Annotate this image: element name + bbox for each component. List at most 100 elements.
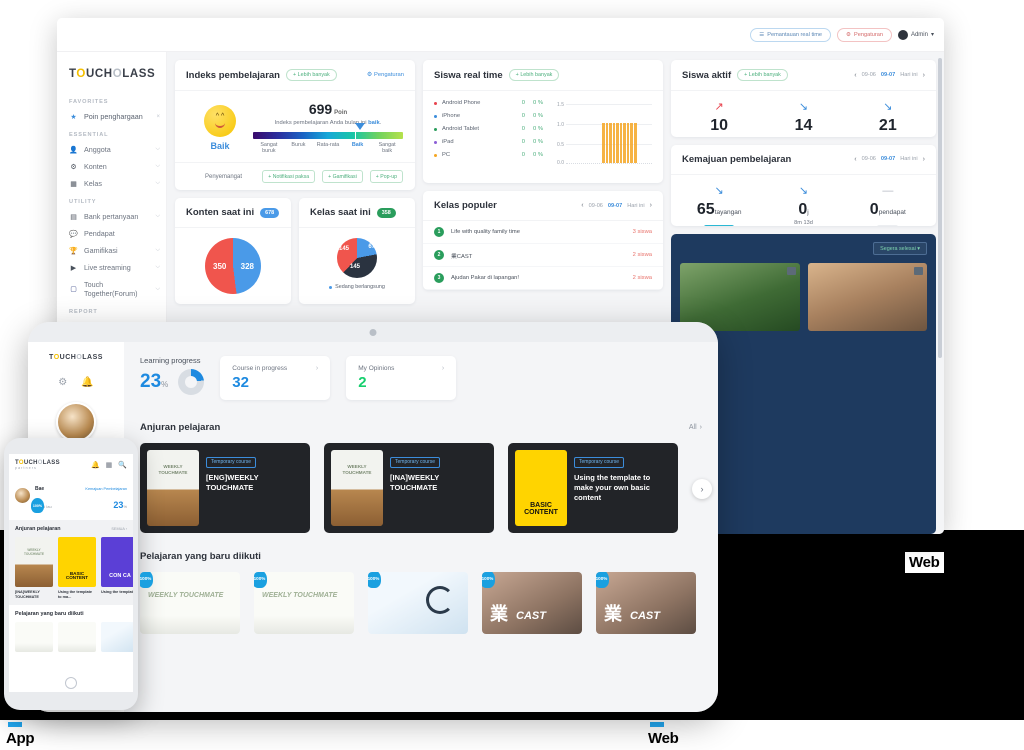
gauge-label: Sangat buruk	[260, 142, 278, 155]
recent-course-card[interactable]: 100%	[596, 572, 696, 634]
recent-course-card[interactable]: 100%	[368, 572, 468, 634]
search-icon[interactable]: 🔍	[118, 462, 127, 469]
chevron-down-icon[interactable]: ⌵	[155, 213, 160, 219]
status-badge: 0 %	[877, 224, 899, 227]
section-title-pelajaran-baru: Pelajaran yang baru diikuti	[140, 551, 261, 562]
prev-date[interactable]: 09-06	[588, 202, 603, 209]
chevron-down-icon[interactable]: ⌵	[155, 180, 160, 186]
chevron-down-icon[interactable]: ⌵	[155, 285, 160, 292]
popup-button[interactable]: + Pop-up	[369, 170, 403, 184]
nav-group-essential: ESSENTIAL	[69, 132, 109, 138]
sidebar-item-anggota[interactable]: 👤 Anggota ⌵	[57, 141, 166, 158]
chevron-down-icon[interactable]: ⌵	[155, 264, 160, 270]
user-menu[interactable]: Admin ▾	[897, 29, 934, 40]
avatar[interactable]	[15, 487, 30, 503]
stat-cell: ↘ 14 ▼ 31 % 1 minggu yang lalu, 23 siswa…	[761, 102, 845, 137]
prev-date-button[interactable]: ‹	[854, 71, 857, 79]
today-label[interactable]: Hari ini	[627, 202, 645, 209]
sidebar-item-bank-pertanyaan[interactable]: ▤ Bank pertanyaan ⌵	[57, 208, 166, 225]
prev-date[interactable]: 09-06	[861, 72, 876, 78]
gamifikasi-button[interactable]: + Gamifikasi	[322, 170, 363, 184]
footer-label: Penyemangat	[205, 173, 243, 180]
sidebar-item-label: Konten	[84, 162, 107, 171]
sidebar-item-live-streaming[interactable]: ▶ Live streaming ⌵	[57, 259, 166, 276]
course-card[interactable]: Temporary course Using the template to m…	[508, 443, 678, 533]
table-row[interactable]: 3 Ajudan Pakar di lapangan! 2 siswa	[423, 267, 663, 290]
class-name: 業CAST	[451, 253, 473, 260]
current-date[interactable]: 09-07	[607, 202, 623, 209]
pie-value: 145	[350, 264, 361, 271]
video-thumbnail[interactable]	[680, 263, 800, 332]
stat-box-my-opinions[interactable]: My Opinions › 2	[346, 356, 457, 400]
settings-link[interactable]: ⚙ Pengaturan	[366, 72, 404, 78]
student-count: 3 siswa	[632, 229, 652, 235]
sidebar-item-poin-penghargaan[interactable]: ★ Poin penghargaan ×	[57, 108, 166, 125]
grid-icon[interactable]: ▦	[105, 462, 113, 469]
card-video-strip: Segera selesai ▾	[671, 234, 936, 534]
gear-icon[interactable]: ⚙	[58, 377, 68, 388]
next-date-button[interactable]: ›	[649, 202, 652, 209]
table-row[interactable]: 2 業CAST 2 siswa	[423, 244, 663, 267]
view-all-button[interactable]: SEMUA ›	[111, 527, 127, 531]
current-date[interactable]: 09-07	[880, 72, 896, 78]
stat-cell: — 0pendapat 0 % Kemarin 0 pendapat 💬Pend…	[846, 185, 930, 227]
chevron-down-icon[interactable]: ⌵	[155, 247, 160, 253]
chevron-down-icon[interactable]: ⌵	[155, 146, 160, 152]
stat-box-course-in-progress[interactable]: Course in progress › 32	[220, 356, 331, 400]
status-badge-segera-selesai[interactable]: Segera selesai ▾	[873, 242, 927, 256]
course-card[interactable]: Temporary course [ENG]WEEKLY TOUCHMATE	[140, 443, 310, 533]
prev-date-button[interactable]: ‹	[581, 202, 584, 209]
notifikasi-paksa-button[interactable]: + Notifikasi paksa	[262, 170, 316, 184]
recent-course-card[interactable]	[101, 622, 133, 653]
recent-course-card[interactable]	[15, 622, 53, 653]
settings-pill[interactable]: ⚙ Pengaturan	[837, 27, 892, 42]
sidebar-item-konten[interactable]: ⚙ Konten ⌵	[57, 158, 166, 175]
current-date[interactable]: 09-07	[880, 156, 896, 163]
more-button[interactable]: + Lebih banyak	[737, 69, 788, 81]
bell-icon[interactable]: 🔔	[90, 462, 100, 469]
prev-date[interactable]: 09-06	[861, 156, 876, 163]
bell-icon[interactable]: 🔔	[81, 377, 94, 388]
chevron-down-icon[interactable]: ⌵	[155, 163, 160, 169]
carousel-next-button[interactable]: ›	[692, 479, 712, 499]
recent-course-card[interactable]: 100%	[254, 572, 354, 634]
realtime-monitor-pill[interactable]: ☰ Pemantauan real time	[750, 27, 832, 42]
course-card[interactable]: [INA]WEEKLY TOUCHMATE	[15, 537, 53, 599]
stat-value: 0j	[798, 200, 809, 218]
course-card[interactable]: Temporary course [INA]WEEKLY TOUCHMATE	[324, 443, 494, 533]
tablet-device: TOUCHOLASS ⚙ 🔔 Learning progress 23% Cou…	[28, 322, 718, 712]
gauge-pointer-icon	[355, 123, 365, 130]
next-date-button[interactable]: ›	[922, 155, 925, 163]
recent-course-card[interactable]: 100%	[482, 572, 582, 634]
more-button[interactable]: + Lebih banyak	[508, 69, 560, 81]
scrollbar[interactable]	[938, 58, 942, 358]
more-button[interactable]: + Lebih banyak	[285, 69, 337, 81]
course-card[interactable]: Using the templat...	[101, 537, 133, 599]
avatar	[897, 29, 908, 40]
sidebar-item-pendapat[interactable]: 💬 Pendapat	[57, 225, 166, 242]
video-thumbnail[interactable]	[807, 263, 927, 332]
view-all-button[interactable]: All ›	[688, 424, 702, 431]
today-label[interactable]: Hari ini	[900, 156, 918, 163]
trophy-icon: 🏆	[69, 247, 78, 255]
recent-course-card[interactable]: 100%	[140, 572, 240, 634]
close-icon[interactable]: ×	[156, 113, 160, 120]
device-row: iPhone 0 0 %	[434, 113, 543, 119]
dot-icon	[434, 127, 437, 131]
today-label[interactable]: Hari ini	[900, 72, 918, 78]
gear-icon: ⚙	[846, 31, 852, 38]
home-button[interactable]	[65, 677, 77, 689]
avatar[interactable]	[56, 402, 96, 442]
table-row[interactable]: 1 Life with quality family time 3 siswa	[423, 221, 663, 244]
recent-course-card[interactable]	[58, 622, 96, 653]
prev-date-button[interactable]: ‹	[854, 155, 857, 163]
next-date-button[interactable]: ›	[922, 71, 925, 79]
sidebar-item-touch-together[interactable]: ▢ Touch Together(Forum) ⌵	[57, 276, 166, 302]
course-card[interactable]: Using the template to ma...	[58, 537, 96, 599]
topbar-actions: ☰ Pemantauan real time ⚙ Pengaturan Admi…	[750, 27, 934, 42]
status-badge: ▼ 25 %	[703, 224, 735, 227]
logo: TOUCHOLASS	[69, 68, 156, 80]
sidebar-item-gamifikasi[interactable]: 🏆 Gamifikasi ⌵	[57, 242, 166, 259]
card-konten-saat-ini: Konten saat ini 678 350 328	[175, 198, 291, 305]
sidebar-item-kelas[interactable]: ▦ Kelas ⌵	[57, 175, 166, 192]
